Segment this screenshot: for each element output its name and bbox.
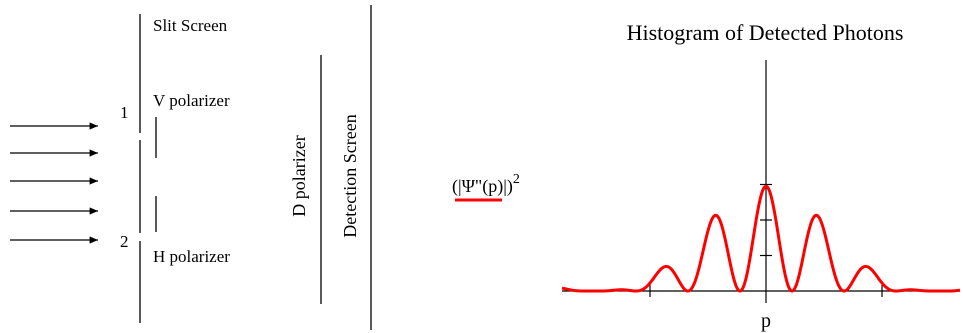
chart-title: Histogram of Detected Photons (627, 20, 904, 45)
incoming-rays (10, 122, 98, 244)
y-axis-label-exponent: 2 (513, 172, 520, 187)
x-ticks (649, 285, 883, 297)
y-ticks (760, 183, 772, 257)
slit-2-label: 2 (120, 232, 129, 251)
histogram-chart: Histogram of Detected Photons (|Ψ"(p)|)2… (452, 20, 962, 332)
detection-screen-label: Detection Screen (340, 114, 360, 237)
slit-screen-label: Slit Screen (153, 16, 228, 35)
v-polarizer-label: V polarizer (153, 91, 230, 110)
experiment-diagram: Slit Screen V polarizer H polarizer 1 2 … (10, 5, 372, 330)
slit-1-label: 1 (120, 103, 129, 122)
data-series-line (560, 184, 962, 293)
x-axis-label: p (761, 310, 771, 332)
h-polarizer-label: H polarizer (153, 247, 230, 266)
y-axis-label-main: (|Ψ"(p)|) (452, 176, 513, 197)
d-polarizer-label: D polarizer (289, 135, 309, 216)
y-axis-label: (|Ψ"(p)|)2 (452, 172, 520, 197)
